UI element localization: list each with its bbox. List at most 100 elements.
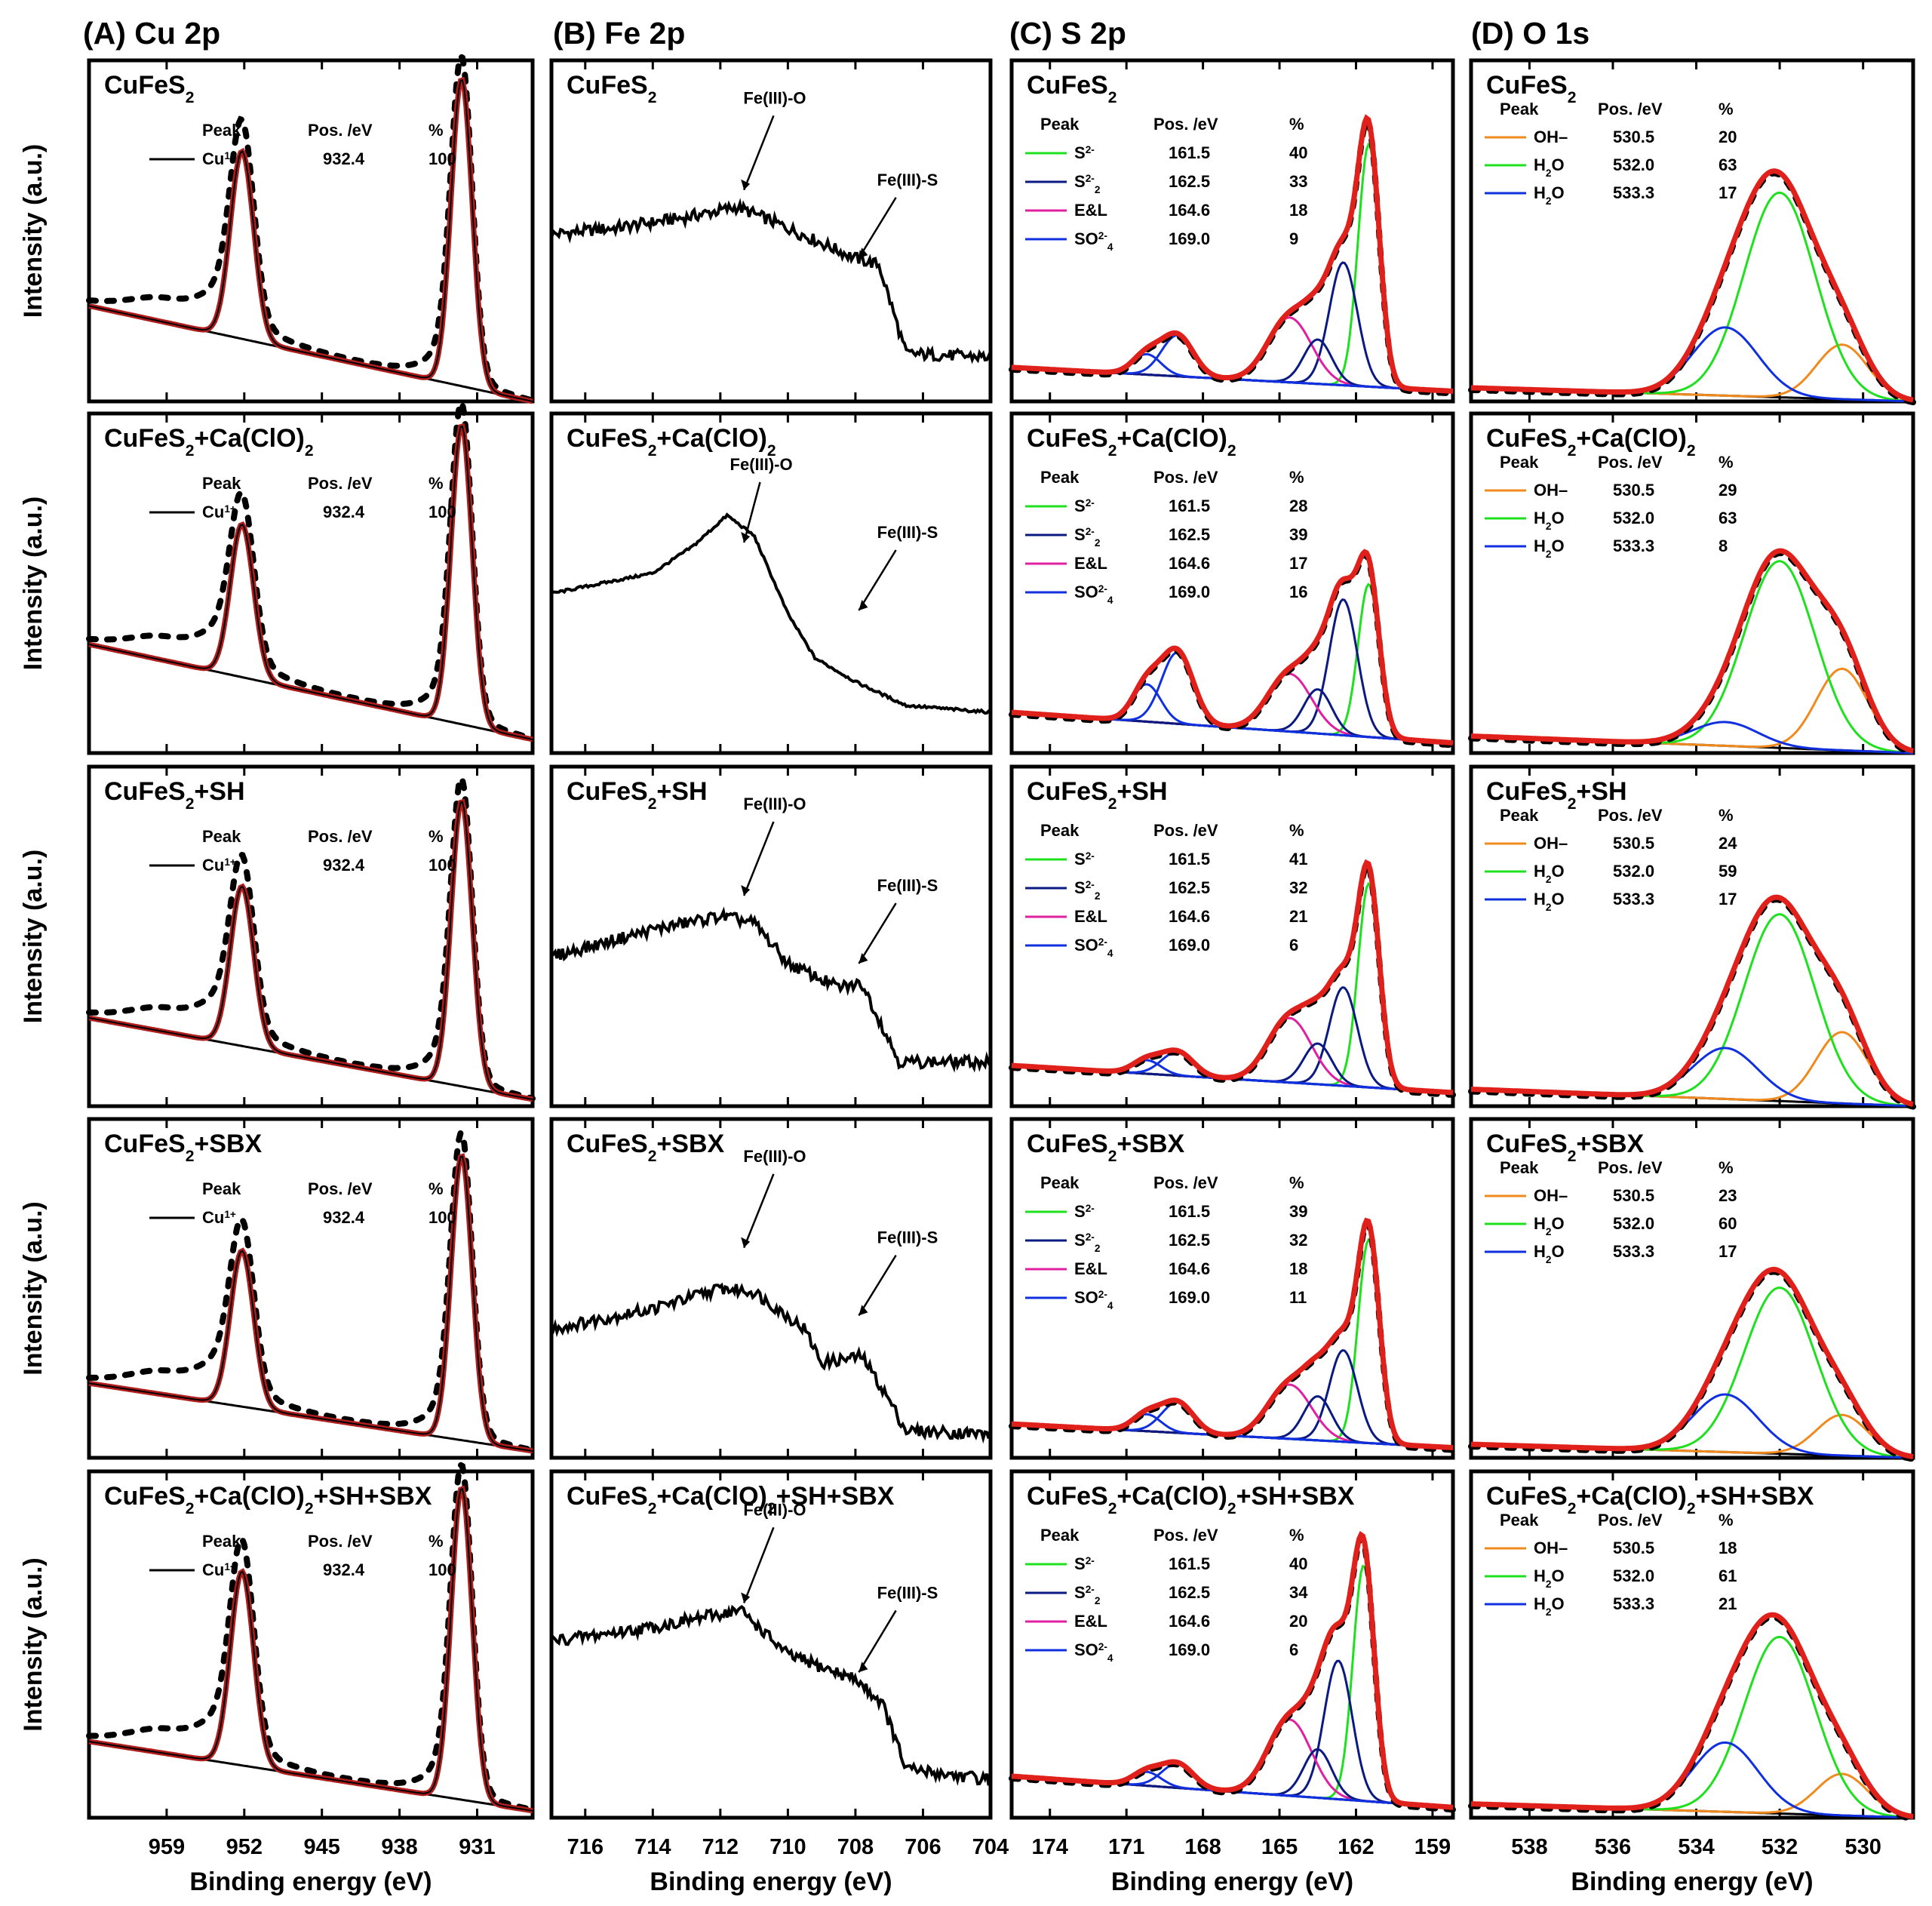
table-header: Peak <box>202 121 241 140</box>
text-run: 2- <box>1086 1231 1095 1243</box>
fit-envelope <box>1470 548 1914 754</box>
legend-position: 169.0 <box>1169 1640 1210 1659</box>
legend-position: 932.4 <box>323 503 365 521</box>
legend-peak-name: Cu1+ <box>202 503 236 521</box>
arrowhead <box>741 1237 751 1248</box>
legend-position: 169.0 <box>1169 583 1210 601</box>
text-run: CuFeS <box>1027 1130 1108 1158</box>
text-run: S <box>1074 1583 1086 1602</box>
x-axis-label: Binding energy (eV) <box>1571 1868 1813 1896</box>
spectrum-line <box>550 1604 992 1786</box>
text-run: 2 <box>1546 874 1552 885</box>
text-run: Cu <box>202 1560 224 1579</box>
text-run: +SH <box>656 777 707 806</box>
text-run: SO <box>1074 229 1098 248</box>
legend-peak-name: S2-2 <box>1074 1231 1101 1254</box>
panel-title: CuFeS2+Ca(ClO)2+SH+SBX <box>104 1482 432 1517</box>
text-run: 2 <box>648 795 657 813</box>
panel-title: CuFeS2+Ca(ClO)2 <box>104 424 314 460</box>
legend-peak-name: SO2-4 <box>1074 229 1113 253</box>
legend-percent: 16 <box>1289 583 1307 601</box>
legend-peak-name: E&L <box>1074 907 1107 926</box>
fit-envelope <box>1470 894 1914 1107</box>
text-run: +Ca(ClO) <box>1117 424 1227 453</box>
text-run: CuFeS <box>1486 777 1568 806</box>
panel-frame <box>87 1469 535 1820</box>
text-run: +SBX <box>1117 1130 1184 1158</box>
table-header: Peak <box>1500 1158 1539 1177</box>
x-axis-label: Binding energy (eV) <box>650 1868 892 1896</box>
x-tick-label: 708 <box>837 1835 874 1859</box>
panel-frame <box>549 58 993 404</box>
text-run: O <box>1551 890 1564 908</box>
x-tick-label: 168 <box>1184 1835 1221 1859</box>
annotation-fe-o: Fe(III)-O <box>743 1500 806 1519</box>
legend-position: 162.5 <box>1169 525 1210 544</box>
table-header: Pos. /eV <box>308 827 373 846</box>
text-run: CuFeS <box>104 71 186 100</box>
text-run: +Ca(ClO) <box>1576 1482 1686 1511</box>
text-run: 2 <box>1687 442 1696 460</box>
text-run: 2- <box>1086 1203 1095 1214</box>
text-run: H <box>1534 890 1546 908</box>
text-run: O <box>1551 155 1564 174</box>
fit-envelope <box>1011 114 1454 394</box>
annotation-fe-o: Fe(III)-O <box>730 455 793 474</box>
legend-position: 162.5 <box>1169 878 1210 897</box>
raw-data-dots <box>86 398 536 742</box>
panel-title: CuFeS2 <box>1486 71 1576 106</box>
legend-position: 164.6 <box>1169 1259 1210 1278</box>
text-run: 2 <box>1095 1595 1101 1606</box>
x-tick-label: 714 <box>634 1835 671 1859</box>
text-run: 2 <box>305 442 314 460</box>
text-run: CuFeS <box>567 1482 648 1511</box>
panel-title: CuFeS2 <box>567 71 656 106</box>
table-header: % <box>428 474 444 493</box>
annotation-fe-s: Fe(III)-S <box>877 876 938 895</box>
table-header: % <box>428 1532 444 1551</box>
text-run: E&L <box>1074 1612 1107 1631</box>
text-run: 2 <box>1108 89 1117 106</box>
text-run: 2 <box>1095 890 1101 902</box>
panel-title: CuFeS2+Ca(ClO)2+SH+SBX <box>1027 1482 1355 1517</box>
legend-position: 530.5 <box>1613 1186 1654 1205</box>
text-run: +Ca(ClO) <box>656 1482 766 1511</box>
text-run: 2 <box>186 1148 195 1165</box>
annotation-fe-s: Fe(III)-S <box>877 171 938 189</box>
text-run: 2 <box>1108 1500 1117 1517</box>
spectrum-line <box>550 198 992 364</box>
fit-envelope <box>88 1153 533 1454</box>
text-run: 1+ <box>224 1561 236 1572</box>
text-run: 1+ <box>224 503 236 515</box>
text-run: H <box>1534 155 1546 174</box>
text-run: 2 <box>1546 902 1552 913</box>
text-run: H <box>1534 536 1546 555</box>
panel-title: CuFeS2 <box>104 71 194 106</box>
annotation-fe-o: Fe(III)-O <box>743 795 806 813</box>
text-run: +SH <box>1117 777 1167 806</box>
x-tick-label: 710 <box>769 1835 806 1859</box>
legend-position: 533.3 <box>1613 1594 1654 1613</box>
text-run: 2- <box>1086 850 1095 862</box>
text-run: CuFeS <box>1486 1130 1568 1158</box>
table-header: % <box>428 1179 444 1198</box>
table-header: % <box>1289 821 1304 840</box>
table-header: Pos. /eV <box>1598 1511 1663 1529</box>
panel-frame <box>549 1469 993 1820</box>
raw-data-dots <box>1009 861 1456 1098</box>
panel-title: CuFeS2+SH <box>104 777 245 813</box>
legend-peak-name: OH– <box>1534 1186 1568 1205</box>
legend-peak-name: S2- <box>1074 1554 1095 1573</box>
table-header: Peak <box>202 1179 241 1198</box>
text-run: 2 <box>1568 442 1577 460</box>
legend-peak-name: OH– <box>1534 1539 1568 1557</box>
legend-peak-name: E&L <box>1074 1259 1107 1278</box>
annotation-fe-s: Fe(III)-S <box>877 1583 938 1602</box>
panel-title: CuFeS2+SH <box>567 777 708 813</box>
text-run: H <box>1534 509 1546 527</box>
table-header: % <box>1289 1173 1304 1192</box>
panel-title: CuFeS2+Ca(ClO)2 <box>1027 424 1236 460</box>
